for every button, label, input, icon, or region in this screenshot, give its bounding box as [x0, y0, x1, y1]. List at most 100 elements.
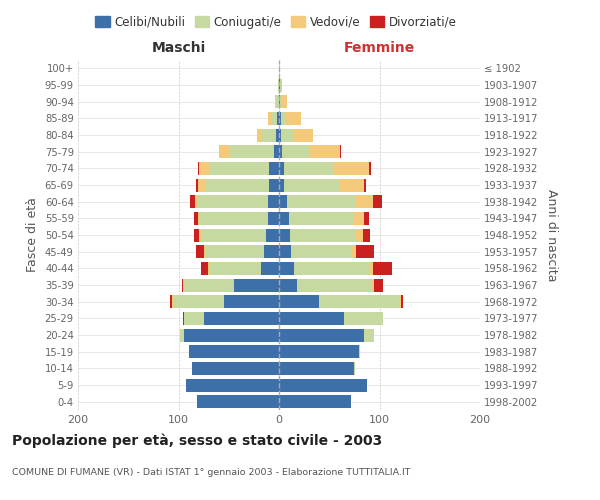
Bar	[297, 278, 373, 291]
Bar	[359, 345, 361, 358]
Bar	[279, 178, 284, 192]
Bar	[184, 278, 234, 291]
Bar	[200, 262, 208, 275]
Bar	[282, 95, 287, 108]
Bar	[364, 228, 370, 241]
Bar	[191, 362, 279, 375]
Bar	[293, 128, 313, 141]
Bar	[262, 128, 276, 141]
Bar	[370, 262, 373, 275]
Bar	[279, 345, 359, 358]
Bar	[310, 145, 340, 158]
Bar	[279, 145, 282, 158]
Bar	[355, 228, 364, 241]
Bar	[334, 162, 370, 175]
Text: Maschi: Maschi	[151, 41, 206, 55]
Bar	[274, 145, 279, 158]
Bar	[264, 245, 279, 258]
Bar	[279, 212, 289, 225]
Bar	[279, 378, 367, 392]
Bar	[184, 328, 279, 342]
Bar	[197, 178, 206, 192]
Bar	[277, 112, 279, 125]
Bar	[194, 228, 199, 241]
Bar	[229, 145, 274, 158]
Bar	[279, 95, 280, 108]
Bar	[284, 178, 340, 192]
Bar	[282, 145, 310, 158]
Bar	[184, 312, 203, 325]
Bar	[190, 195, 194, 208]
Bar	[269, 178, 279, 192]
Legend: Celibi/Nubili, Coniugati/e, Vedovi/e, Divorziati/e: Celibi/Nubili, Coniugati/e, Vedovi/e, Di…	[91, 11, 461, 34]
Bar	[355, 212, 364, 225]
Bar	[279, 328, 364, 342]
Bar	[284, 162, 334, 175]
Bar	[278, 78, 279, 92]
Text: Femmine: Femmine	[344, 41, 415, 55]
Bar	[199, 228, 200, 241]
Bar	[271, 112, 277, 125]
Y-axis label: Fasce di età: Fasce di età	[26, 198, 39, 272]
Bar	[206, 245, 264, 258]
Bar	[203, 312, 279, 325]
Bar	[364, 328, 374, 342]
Bar	[374, 278, 383, 291]
Bar	[172, 295, 173, 308]
Bar	[269, 162, 279, 175]
Bar	[200, 228, 266, 241]
Text: Popolazione per età, sesso e stato civile - 2003: Popolazione per età, sesso e stato civil…	[12, 434, 382, 448]
Bar	[373, 195, 382, 208]
Bar	[209, 162, 269, 175]
Y-axis label: Anni di nascita: Anni di nascita	[545, 188, 558, 281]
Bar	[279, 195, 287, 208]
Bar	[279, 395, 352, 408]
Bar	[281, 112, 286, 125]
Bar	[266, 228, 279, 241]
Bar	[279, 112, 281, 125]
Bar	[352, 245, 356, 258]
Bar	[182, 312, 184, 325]
Bar	[224, 295, 279, 308]
Bar	[185, 378, 279, 392]
Bar	[370, 162, 371, 175]
Bar	[257, 128, 262, 141]
Bar	[373, 278, 374, 291]
Bar	[279, 295, 319, 308]
Bar	[279, 278, 297, 291]
Bar	[287, 195, 355, 208]
Bar	[290, 228, 355, 241]
Bar	[179, 328, 184, 342]
Bar	[268, 195, 279, 208]
Bar	[182, 278, 184, 291]
Bar	[197, 212, 200, 225]
Bar	[194, 212, 197, 225]
Bar	[279, 312, 344, 325]
Bar	[401, 295, 403, 308]
Bar	[261, 262, 279, 275]
Bar	[279, 128, 281, 141]
Bar	[279, 162, 284, 175]
Bar	[344, 312, 383, 325]
Bar	[194, 195, 197, 208]
Bar	[279, 362, 355, 375]
Bar	[279, 228, 290, 241]
Bar	[294, 262, 370, 275]
Bar	[196, 245, 203, 258]
Bar	[200, 212, 268, 225]
Bar	[268, 212, 279, 225]
Bar	[286, 112, 301, 125]
Bar	[197, 395, 279, 408]
Bar	[268, 112, 271, 125]
Bar	[199, 162, 209, 175]
Bar	[170, 295, 172, 308]
Bar	[364, 178, 367, 192]
Bar	[196, 178, 197, 192]
Bar	[281, 78, 282, 92]
Bar	[280, 95, 282, 108]
Bar	[203, 245, 206, 258]
Bar	[188, 345, 279, 358]
Bar	[340, 145, 341, 158]
Bar	[291, 245, 352, 258]
Bar	[356, 245, 374, 258]
